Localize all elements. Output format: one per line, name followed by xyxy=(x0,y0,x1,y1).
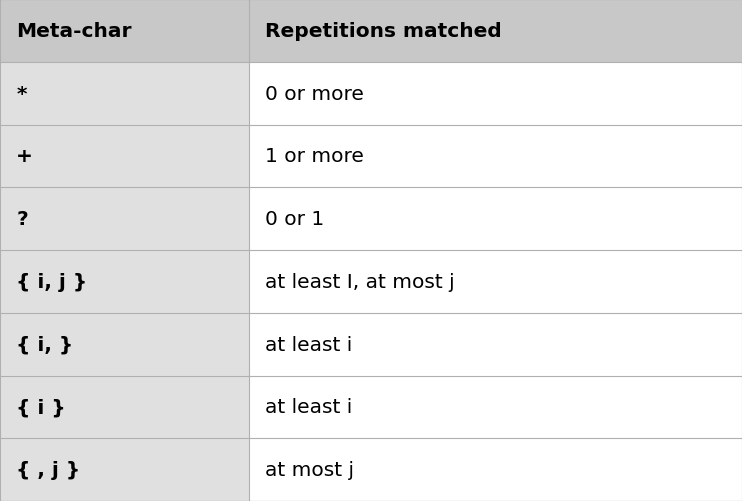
Bar xyxy=(0,438,249,501)
Text: 1 or more: 1 or more xyxy=(265,147,364,166)
Text: 0 or more: 0 or more xyxy=(265,85,364,103)
Bar xyxy=(0,125,249,188)
Bar xyxy=(0,376,249,438)
Text: Meta-char: Meta-char xyxy=(16,22,132,41)
Bar xyxy=(249,376,742,438)
Text: { i, j }: { i, j } xyxy=(16,273,88,291)
Text: Repetitions matched: Repetitions matched xyxy=(265,22,502,41)
Text: at least i: at least i xyxy=(265,335,352,354)
Bar xyxy=(0,313,249,376)
Text: *: * xyxy=(16,85,27,103)
Bar xyxy=(249,188,742,250)
Text: at most j: at most j xyxy=(265,460,354,479)
Text: { i }: { i } xyxy=(16,398,66,416)
Text: at least I, at most j: at least I, at most j xyxy=(265,273,455,291)
Text: 0 or 1: 0 or 1 xyxy=(265,210,324,228)
Text: ?: ? xyxy=(16,210,28,228)
Text: +: + xyxy=(16,147,33,166)
Bar xyxy=(249,313,742,376)
Text: { i, }: { i, } xyxy=(16,335,73,354)
Text: at least i: at least i xyxy=(265,398,352,416)
Bar xyxy=(249,438,742,501)
Bar xyxy=(249,63,742,125)
Bar xyxy=(0,188,249,250)
Bar xyxy=(249,250,742,313)
Bar xyxy=(249,0,742,63)
Bar xyxy=(249,125,742,188)
Bar xyxy=(0,250,249,313)
Text: { , j }: { , j } xyxy=(16,460,80,479)
Bar xyxy=(0,0,249,63)
Bar xyxy=(0,63,249,125)
